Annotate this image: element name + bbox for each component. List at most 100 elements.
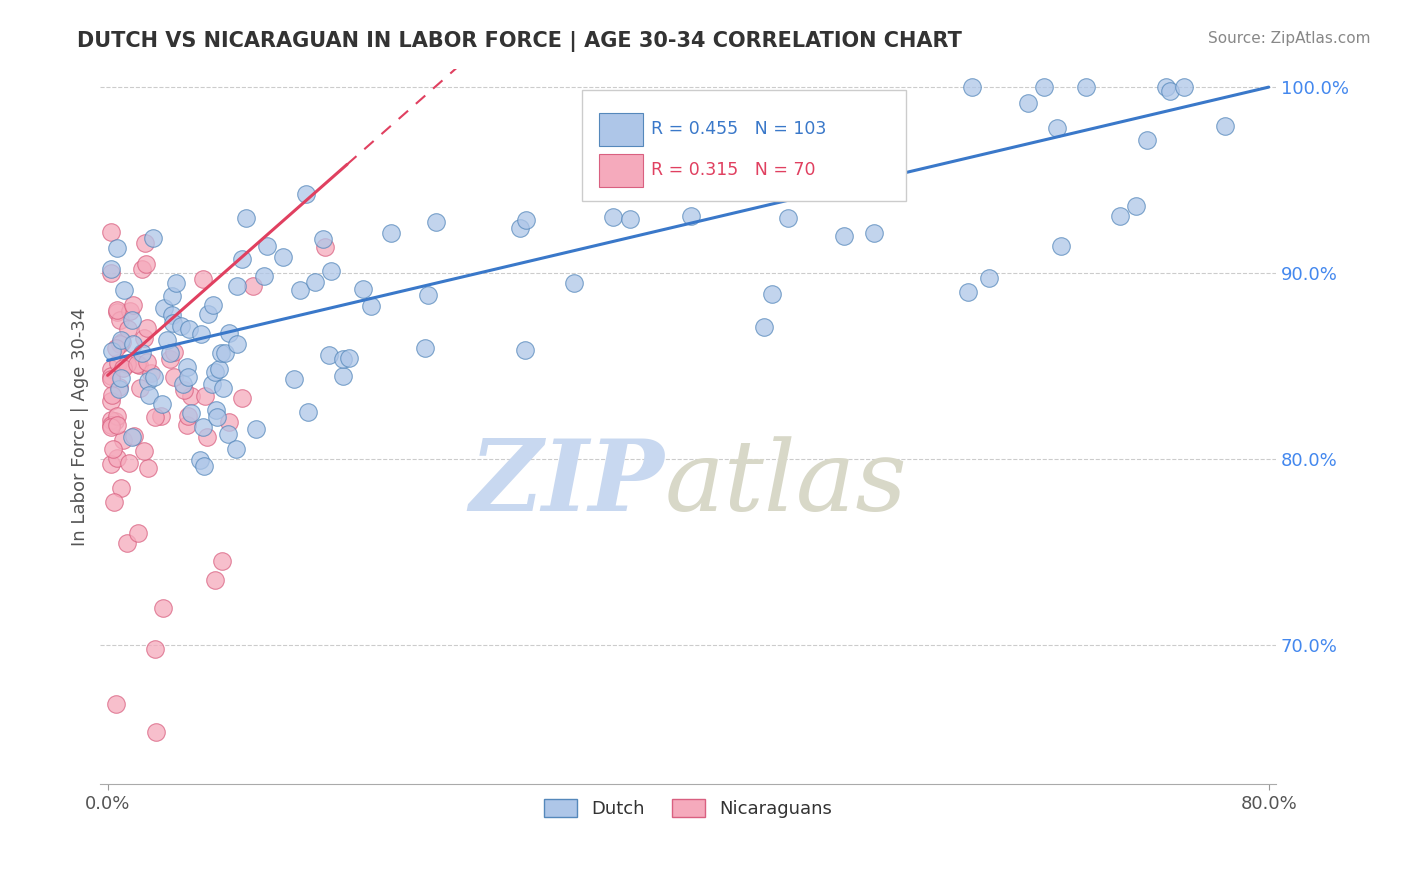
Point: [143, 641, 166, 656]
Point: [860, 103, 883, 118]
Point: [172, 377, 194, 392]
Point: [110, 333, 132, 347]
Point: [619, 211, 641, 226]
Point: [110, 371, 132, 385]
Point: [194, 389, 217, 403]
Point: [201, 298, 224, 312]
Point: [1125, 199, 1147, 213]
Point: [180, 389, 202, 403]
Point: [110, 481, 132, 495]
Point: [162, 316, 184, 330]
Point: [1154, 80, 1177, 95]
Point: [754, 320, 776, 334]
Point: [101, 344, 124, 359]
Point: [138, 461, 160, 475]
Point: [101, 387, 124, 401]
Point: [160, 289, 183, 303]
Point: [1159, 84, 1181, 98]
Point: [100, 372, 122, 386]
Point: [122, 337, 145, 351]
Point: [136, 374, 159, 388]
Point: [111, 360, 134, 375]
Point: [122, 298, 145, 312]
Point: [163, 370, 186, 384]
Point: [100, 261, 122, 276]
Point: [134, 236, 156, 251]
Point: [142, 231, 165, 245]
Point: [218, 326, 240, 340]
Point: [132, 331, 155, 345]
Text: R = 0.455   N = 103: R = 0.455 N = 103: [651, 120, 825, 138]
Point: [352, 282, 374, 296]
Point: [209, 346, 232, 360]
Point: [190, 452, 212, 467]
Point: [105, 241, 128, 255]
Point: [318, 348, 340, 362]
Point: [217, 426, 239, 441]
Point: [159, 352, 181, 367]
Point: [509, 221, 531, 235]
Point: [101, 442, 124, 456]
Point: [100, 418, 122, 433]
Point: [115, 358, 138, 372]
Point: [242, 279, 264, 293]
Point: [111, 335, 134, 350]
Point: [212, 381, 235, 395]
Point: [131, 262, 153, 277]
Point: [114, 283, 136, 297]
Point: [104, 414, 127, 428]
Point: [124, 429, 146, 443]
Point: [121, 430, 143, 444]
FancyBboxPatch shape: [599, 153, 644, 186]
Point: [515, 343, 537, 357]
Point: [778, 211, 800, 225]
Point: [105, 303, 128, 318]
Point: [515, 212, 537, 227]
Point: [108, 313, 131, 327]
Point: [813, 112, 835, 126]
Point: [115, 535, 138, 549]
Point: [170, 319, 193, 334]
Point: [108, 382, 131, 396]
Point: [193, 459, 215, 474]
Point: [288, 283, 311, 297]
Point: [108, 380, 131, 394]
Point: [141, 366, 163, 380]
Point: [105, 417, 128, 432]
Point: [226, 279, 249, 293]
Point: [100, 394, 122, 409]
Point: [150, 397, 173, 411]
Point: [129, 381, 152, 395]
Point: [304, 275, 326, 289]
Point: [120, 303, 142, 318]
Y-axis label: In Labor Force | Age 30-34: In Labor Force | Age 30-34: [72, 307, 89, 546]
Point: [1136, 132, 1159, 146]
Legend: Dutch, Nicaraguans: Dutch, Nicaraguans: [537, 792, 839, 825]
Point: [160, 308, 183, 322]
Point: [314, 240, 336, 254]
Point: [834, 229, 856, 244]
Point: [107, 356, 129, 370]
Point: [105, 409, 128, 423]
Point: [143, 409, 166, 424]
Point: [979, 270, 1001, 285]
Text: ZIP: ZIP: [470, 435, 665, 532]
Point: [204, 364, 226, 378]
Point: [132, 443, 155, 458]
Point: [380, 226, 402, 240]
Point: [100, 225, 122, 239]
Point: [173, 383, 195, 397]
Point: [121, 312, 143, 326]
Point: [136, 321, 159, 335]
Point: [602, 211, 624, 225]
Point: [103, 495, 125, 509]
Point: [159, 345, 181, 359]
Point: [205, 402, 228, 417]
Point: [211, 554, 233, 568]
Point: [360, 299, 382, 313]
Point: [197, 307, 219, 321]
Point: [105, 341, 128, 355]
Point: [1046, 120, 1069, 135]
Point: [1215, 120, 1237, 134]
FancyBboxPatch shape: [582, 90, 905, 201]
